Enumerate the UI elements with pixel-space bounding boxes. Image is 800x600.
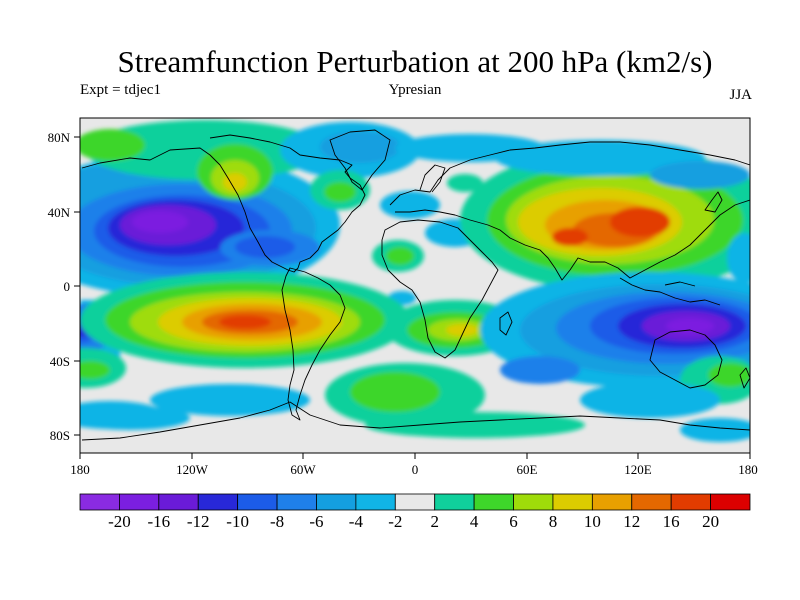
colorbar: -20 -16 -12 -10 -8 -6 -4 -2 2 4 6 8 10 12 16 20 — [79, 493, 751, 531]
coast-south-america — [281, 267, 346, 421]
chart-title: Streamfunction Perturbation at 200 hPa (… — [117, 44, 713, 79]
colorbar-swatch — [473, 493, 514, 511]
x-tick-label: 60W — [290, 462, 316, 477]
colorbar-label: -2 — [388, 512, 402, 531]
colorbar-label: 20 — [702, 512, 719, 531]
coast-madagascar — [499, 311, 513, 336]
colorbar-swatch — [197, 493, 239, 511]
colorbar-label: 10 — [584, 512, 601, 531]
contour-asian-high-positive — [460, 140, 750, 292]
colorbar-label: 4 — [470, 512, 479, 531]
y-tick-label: 80N — [48, 130, 71, 145]
x-tick-label: 60E — [517, 462, 538, 477]
x-tick-label: 0 — [412, 462, 419, 477]
y-tick-label: 0 — [64, 279, 71, 294]
colorbar-swatch — [591, 493, 633, 511]
y-tick-label: 80S — [50, 428, 70, 443]
colorbar-label: -10 — [226, 512, 249, 531]
colorbar-swatch — [513, 493, 554, 511]
contour-nh-pacific-negative — [80, 153, 340, 297]
coastlines — [81, 129, 750, 441]
x-tick-label: 120E — [624, 462, 652, 477]
colorbar-label: -20 — [108, 512, 131, 531]
y-axis-labels: 80N 40N 0 40S 80S — [48, 130, 71, 443]
y-tick-label: 40N — [48, 205, 71, 220]
x-tick-label: 120W — [176, 462, 209, 477]
colorbar-label: 8 — [549, 512, 558, 531]
coast-africa — [381, 219, 499, 359]
colorbar-swatch — [316, 493, 357, 511]
colorbar-label: -16 — [147, 512, 170, 531]
colorbar-swatch — [631, 493, 672, 511]
contour-australia-negative — [480, 272, 750, 388]
colorbar-label: -6 — [309, 512, 323, 531]
x-tick-label: 180 — [70, 462, 90, 477]
coast-japan — [704, 191, 723, 213]
y-tick-label: 40S — [50, 354, 70, 369]
colorbar-swatch — [670, 493, 711, 511]
colorbar-label: 12 — [623, 512, 640, 531]
coast-new-zealand — [739, 367, 750, 389]
coast-north-america — [81, 134, 366, 273]
coast-australia — [649, 329, 723, 389]
colorbar-swatch — [355, 493, 396, 511]
colorbar-label: -8 — [270, 512, 284, 531]
colorbar-swatch — [394, 493, 436, 511]
coast-eurasia — [389, 141, 750, 281]
x-axis-labels: 180 120W 60W 0 60E 120E 180 — [70, 462, 758, 477]
contour-south-pacific-positive — [80, 272, 525, 368]
colorbar-swatch — [710, 493, 751, 511]
colorbar-label: 6 — [509, 512, 518, 531]
coast-se-asia — [619, 277, 721, 306]
colorbar-swatch — [276, 493, 317, 511]
colorbar-swatch — [79, 493, 120, 511]
contour-arctic-positive — [80, 120, 325, 200]
coast-scandinavia — [419, 164, 446, 193]
colorbar-swatch — [158, 493, 199, 511]
period-label: Ypresian — [388, 82, 442, 98]
colorbar-label: -4 — [349, 512, 364, 531]
tick-marks — [74, 136, 751, 459]
colorbar-label: -12 — [187, 512, 210, 531]
coast-antarctica — [81, 401, 750, 441]
colorbar-swatch — [434, 493, 475, 511]
season-label: JJA — [729, 87, 752, 103]
x-tick-label: 180 — [738, 462, 758, 477]
experiment-label: Expt = tdjec1 — [80, 82, 161, 98]
colorbar-swatch — [552, 493, 593, 511]
colorbar-label: 16 — [663, 512, 680, 531]
coast-greenland — [329, 129, 391, 191]
colorbar-swatch — [119, 493, 160, 511]
colorbar-label: 2 — [430, 512, 439, 531]
colorbar-swatch — [237, 493, 278, 511]
